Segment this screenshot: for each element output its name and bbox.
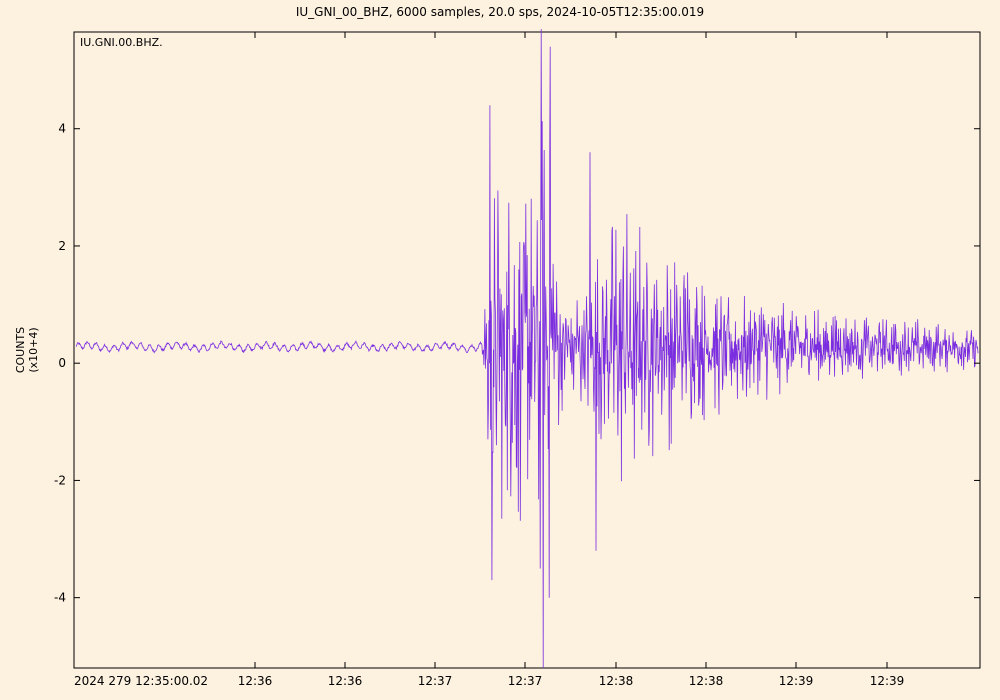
x-tick-label: 2024 279 12:35:00.02 [74,674,208,688]
y-axis-label: COUNTS [14,327,27,373]
y-tick-label: -4 [54,591,66,605]
plot-area: IU.GNI.00.BHZ. [73,29,981,669]
x-tick-label: 12:37 [418,674,453,688]
y-axis: -4 -2 0 2 4 [54,122,980,605]
x-tick-label: 12:36 [238,674,273,688]
x-tick-label: 12:39 [779,674,814,688]
x-tick-label: 12:38 [689,674,724,688]
x-tick-label: 12:36 [328,674,363,688]
y-tick-label: 0 [58,356,66,370]
x-tick-label: 12:39 [870,674,905,688]
chart-title: IU_GNI_00_BHZ, 6000 samples, 20.0 sps, 2… [296,5,704,19]
y-axis-title: COUNTS (x10+4) [14,327,40,373]
trace-label: IU.GNI.00.BHZ. [80,36,163,49]
x-tick-label: 12:37 [508,674,543,688]
seismic-trace-line [75,29,979,669]
y-axis-scale-label: (x10+4) [27,327,40,372]
y-tick-label: -2 [54,473,66,487]
y-tick-label: 4 [58,122,66,136]
y-tick-label: 2 [58,239,66,253]
x-tick-label: 12:38 [599,674,634,688]
x-axis: 2024 279 12:35:00.02 12:36 12:36 12:37 12:37… [73,32,905,688]
trace-group [75,29,979,669]
